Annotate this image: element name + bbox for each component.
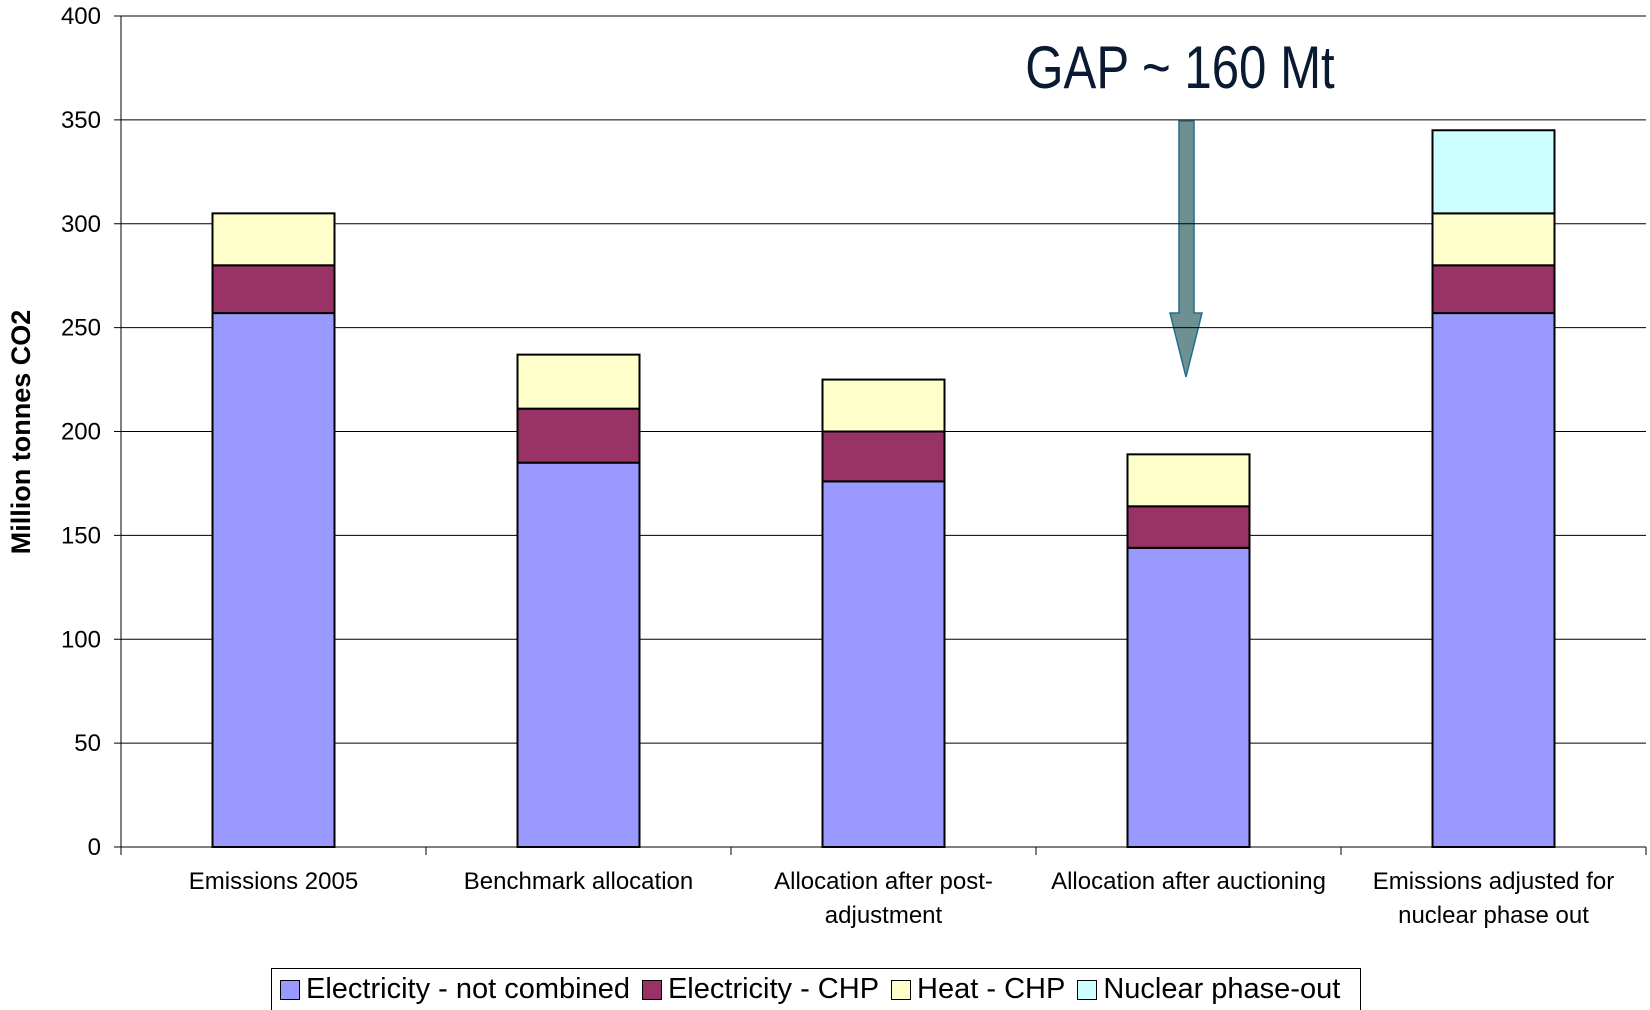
y-tick-label: 0	[88, 834, 101, 861]
bar-segment	[1126, 453, 1251, 508]
bar-segment	[1126, 505, 1251, 549]
bar-segment	[516, 407, 641, 464]
legend-item: Nuclear phase-out	[1077, 973, 1340, 1006]
x-tick-label: Allocation after auctioning	[1051, 868, 1326, 895]
gap-arrow	[1169, 120, 1203, 378]
x-tick-label: Emissions 2005	[188, 868, 359, 895]
legend-item: Electricity - not combined	[280, 973, 630, 1006]
y-tick-label: 50	[74, 730, 101, 757]
y-tick-label: 350	[61, 107, 101, 134]
bar-segment	[821, 430, 946, 483]
bar-segment	[211, 312, 336, 848]
x-tick-label: Emissions adjusted for nuclear phase out	[1372, 868, 1615, 929]
legend-swatch	[641, 979, 662, 1000]
y-tick-label: 200	[61, 419, 101, 446]
bar-segment	[211, 264, 336, 315]
legend: Electricity - not combined Electricity - …	[271, 968, 1362, 1010]
legend-swatch	[891, 979, 912, 1000]
bar-segment	[821, 378, 946, 433]
legend-item: Heat - CHP	[891, 973, 1065, 1006]
bar-segment	[1431, 312, 1556, 848]
x-tick-label: Allocation after post-adjustment	[774, 868, 993, 929]
bar-segment	[211, 212, 336, 267]
bar-segment	[516, 461, 641, 848]
y-tick-label: 100	[61, 626, 101, 653]
y-axis-label: Million tonnes CO2	[6, 310, 36, 555]
legend-label: Nuclear phase-out	[1103, 973, 1341, 1005]
bar-segment	[1431, 264, 1556, 315]
legend-item: Electricity - CHP	[641, 973, 880, 1006]
legend-swatch	[280, 979, 300, 1000]
bar-segment	[1126, 546, 1251, 849]
legend-label: Electricity - CHP	[667, 973, 880, 1005]
bar-segment	[1431, 129, 1556, 215]
legend-label: Electricity - not combined	[306, 973, 630, 1005]
y-tick-label: 400	[61, 3, 101, 30]
legend-swatch	[1077, 979, 1098, 1000]
y-tick-label: 300	[61, 211, 101, 238]
bar-segment	[516, 353, 641, 410]
bar-segment	[821, 480, 946, 848]
bar-segment	[1431, 212, 1556, 267]
y-tick-label: 250	[61, 315, 101, 342]
legend-label: Heat - CHP	[917, 973, 1066, 1005]
annotation: GAP ~ 160 Mt	[1025, 33, 1334, 101]
y-tick-label: 150	[61, 522, 101, 549]
x-tick-label: Benchmark allocation	[463, 868, 694, 895]
